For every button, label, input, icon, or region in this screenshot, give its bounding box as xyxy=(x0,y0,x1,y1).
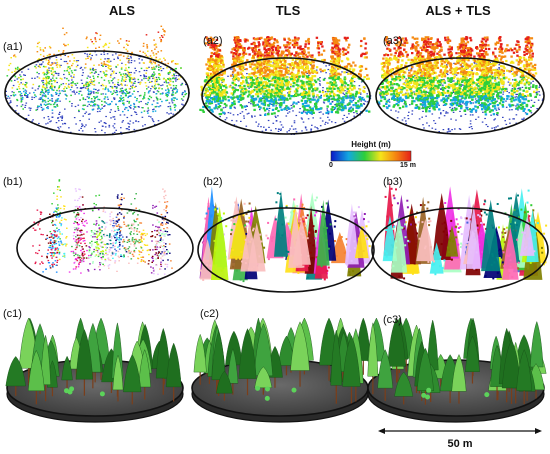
plot-boundary-b1 xyxy=(16,207,194,289)
colorbar-max-label: 15 m xyxy=(400,162,416,169)
scale-bar-right-arrow xyxy=(535,428,542,434)
scale-bar-left-arrow xyxy=(378,428,385,434)
panel-label-a2: (a2) xyxy=(203,35,223,47)
panel-label-c2: (c2) xyxy=(200,308,219,320)
plot-boundary-a3 xyxy=(375,57,545,135)
panel-label-a1: (a1) xyxy=(3,41,23,53)
panel-c3-models xyxy=(367,317,547,423)
colorbar-title: Height (m) xyxy=(351,140,391,149)
column-title-tls: TLS xyxy=(275,3,301,18)
plot-boundary-b2 xyxy=(197,207,375,293)
panel-b1-segments xyxy=(16,179,194,289)
panel-a3-points xyxy=(375,36,545,135)
panel-label-a3: (a3) xyxy=(383,35,403,47)
plot-boundary-a1 xyxy=(4,50,190,136)
panel-c1-models xyxy=(5,317,184,423)
panel-label-c1: (c1) xyxy=(3,308,22,320)
plot-boundary-a2 xyxy=(201,57,371,135)
scale-bar-label: 50 m xyxy=(447,438,473,450)
panel-a1-points xyxy=(4,25,190,136)
height-colorbar xyxy=(330,150,412,162)
panel-c2-models xyxy=(191,317,371,423)
panel-label-b3: (b3) xyxy=(383,176,403,188)
plot-boundary-b3 xyxy=(371,207,549,293)
column-title-als: ALS xyxy=(109,3,135,18)
row-c-tree-models xyxy=(5,317,547,423)
colorbar-min-label: 0 xyxy=(329,162,333,169)
row-a-height-colored-points xyxy=(4,25,545,136)
panel-a2-points xyxy=(199,36,372,135)
panel-label-b2: (b2) xyxy=(203,176,223,188)
column-title-als-tls: ALS + TLS xyxy=(425,3,491,18)
panel-label-b1: (b1) xyxy=(3,176,23,188)
row-b-segmented-trees xyxy=(16,179,549,293)
panel-b2-segments xyxy=(197,186,375,293)
panel-label-c3: (c3) xyxy=(383,314,402,326)
annotations xyxy=(330,150,542,434)
panel-b3-segments xyxy=(371,180,549,293)
